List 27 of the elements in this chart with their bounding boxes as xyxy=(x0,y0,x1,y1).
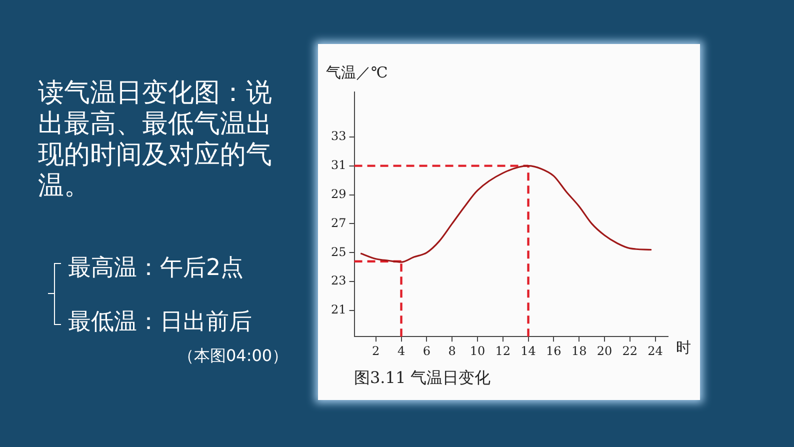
x-tick-label: 24 xyxy=(648,344,664,358)
x-tick-label: 12 xyxy=(495,344,511,358)
x-axis-title: 时 xyxy=(676,338,691,356)
text: （本图04:00） xyxy=(178,346,288,367)
line-series xyxy=(360,165,652,263)
text: 最高温：午后2点 xyxy=(68,254,244,283)
y-tick-label: 31 xyxy=(330,158,346,172)
y-tick-label: 33 xyxy=(330,128,346,143)
x-tick-label: 14 xyxy=(520,344,536,358)
x-tick-label: 22 xyxy=(622,344,638,358)
text: 最低温：日出前后 xyxy=(68,308,252,337)
y-tick-label: 23 xyxy=(330,274,346,288)
text: 读气温日变化图：说出最高、最低气温出现的时间及对应的气温。 xyxy=(38,78,273,202)
y-tick-label: 29 xyxy=(330,186,346,201)
x-tick-label: 20 xyxy=(596,344,612,358)
y-tick-label: 25 xyxy=(330,244,346,259)
x-tick-label: 16 xyxy=(546,344,562,358)
x-tick-label: 6 xyxy=(422,344,430,358)
y-tick-label: 27 xyxy=(330,216,346,230)
y-axis-title: 气温／℃ xyxy=(326,63,388,82)
x-tick-label: 2 xyxy=(372,344,380,358)
x-tick-label: 18 xyxy=(571,344,587,358)
x-tick-label: 8 xyxy=(448,344,456,358)
x-tick-label: 10 xyxy=(470,344,486,358)
caption: 图3.11 气温日变化 xyxy=(354,368,491,389)
y-tick-label: 21 xyxy=(330,302,346,317)
x-tick-label: 4 xyxy=(397,344,406,358)
